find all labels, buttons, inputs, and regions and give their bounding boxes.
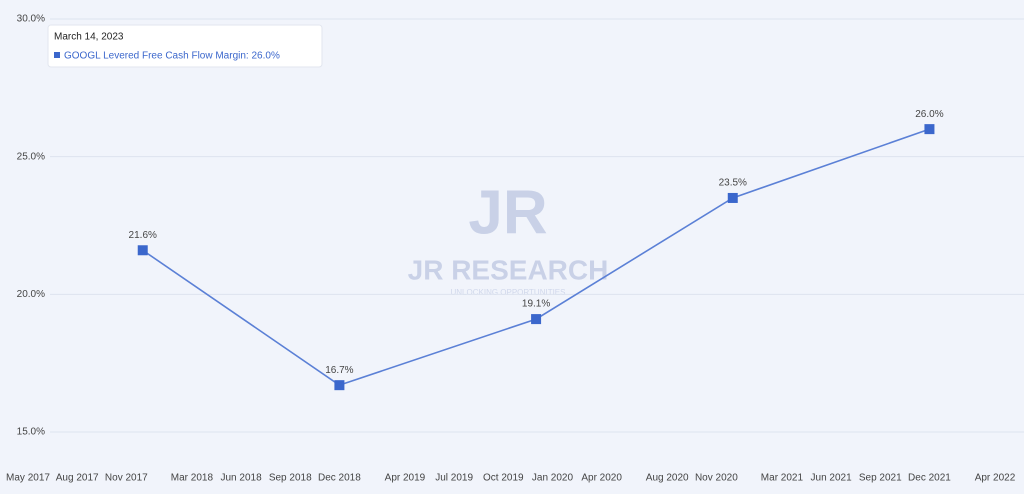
data-label: 23.5% — [719, 178, 747, 189]
x-tick-label: Apr 2022 — [975, 473, 1016, 484]
y-tick-label: 15.0% — [17, 427, 45, 438]
data-point — [924, 124, 935, 135]
watermark-logo: JR — [468, 178, 547, 247]
x-tick-label: Oct 2019 — [483, 473, 524, 484]
tooltip-text: GOOGL Levered Free Cash Flow Margin: 26.… — [64, 51, 280, 62]
y-tick-label: 30.0% — [17, 14, 45, 25]
x-tick-label: May 2017 — [6, 473, 50, 484]
tooltip-marker — [54, 52, 60, 58]
x-tick-label: Jul 2019 — [435, 473, 473, 484]
watermark-subtitle: UNLOCKING OPPORTUNITIES — [451, 288, 566, 297]
tooltip: March 14, 2023 GOOGL Levered Free Cash F… — [47, 24, 323, 68]
x-tick-label: Dec 2018 — [318, 473, 361, 484]
data-point — [727, 192, 738, 203]
data-point — [137, 245, 148, 256]
watermark: JR JR RESEARCH UNLOCKING OPPORTUNITIES — [408, 178, 609, 297]
plot: 15.0% 20.0% 25.0% 30.0% May 2017 Aug 2017 Nov … — [6, 14, 1024, 484]
y-tick-label: 25.0% — [17, 151, 45, 162]
x-tick-label: Jun 2018 — [220, 473, 262, 484]
x-tick-label: Sep 2018 — [269, 473, 312, 484]
x-tick-label: Dec 2021 — [908, 473, 951, 484]
x-tick-label: Apr 2019 — [385, 473, 426, 484]
x-tick-label: Sep 2021 — [859, 473, 902, 484]
data-point — [334, 380, 345, 391]
tooltip-date: March 14, 2023 — [54, 32, 124, 43]
y-tick-label: 20.0% — [17, 289, 45, 300]
data-label: 21.6% — [129, 230, 157, 241]
x-tick-label: Aug 2017 — [56, 473, 99, 484]
data-point — [531, 314, 542, 325]
x-tick-label: Apr 2020 — [581, 473, 622, 484]
x-tick-label: Jun 2021 — [811, 473, 853, 484]
x-tick-label: Nov 2020 — [695, 473, 738, 484]
tooltip-box — [47, 24, 323, 68]
data-label: 19.1% — [522, 299, 550, 310]
watermark-title: JR RESEARCH — [408, 254, 609, 285]
data-label: 16.7% — [325, 365, 353, 376]
x-tick-label: Jan 2020 — [532, 473, 574, 484]
data-label: 26.0% — [915, 109, 943, 120]
x-tick-label: Mar 2021 — [761, 473, 804, 484]
x-tick-label: Nov 2017 — [105, 473, 148, 484]
x-tick-label: Mar 2018 — [171, 473, 214, 484]
x-tick-label: Aug 2020 — [646, 473, 689, 484]
